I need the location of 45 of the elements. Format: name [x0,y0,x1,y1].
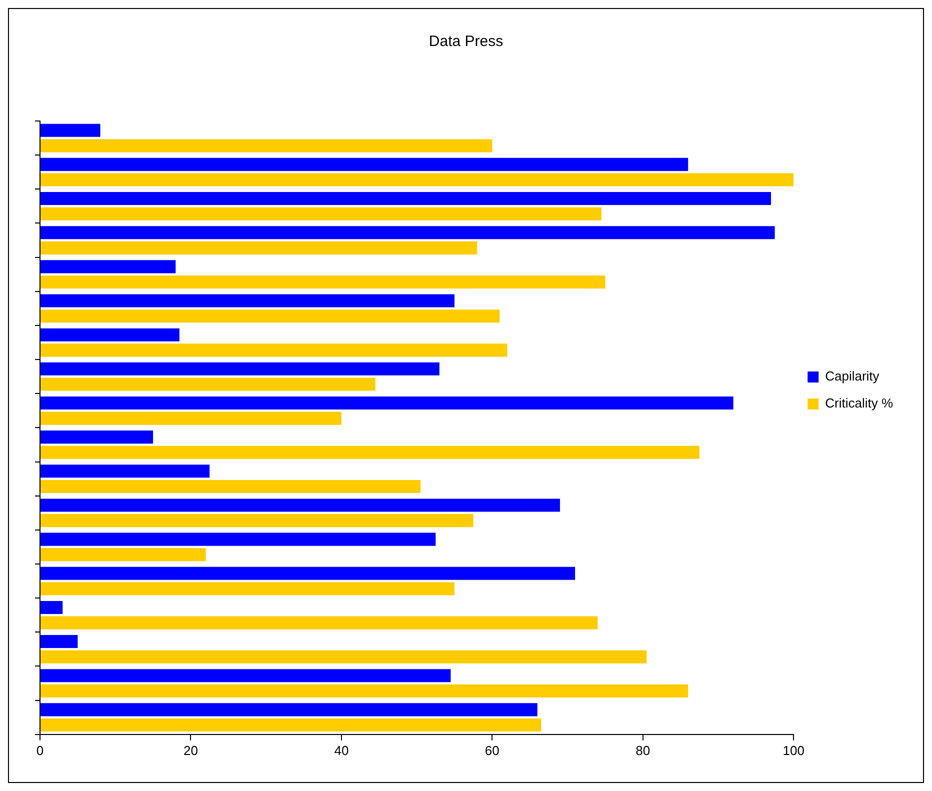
bar [40,328,180,342]
bar [40,498,560,512]
bar [40,412,342,425]
bar [40,158,688,171]
x-tick-label: 20 [183,742,198,758]
bar [40,514,474,528]
bar [40,378,376,391]
bar [40,582,454,596]
bar [40,362,440,376]
bar [40,430,154,444]
bar [40,616,598,630]
bar [40,124,100,137]
bar [40,396,734,410]
bar [40,446,700,459]
bar [40,650,647,664]
legend-label: Capilarity [825,368,880,384]
bar [40,226,775,240]
bar [40,260,176,274]
bar [40,192,771,206]
bar [40,241,478,254]
bar [40,276,606,289]
x-tick-label: 60 [484,742,500,758]
bar [40,684,688,698]
bar [40,635,78,648]
x-tick-label: 0 [36,742,44,758]
x-tick-label: 40 [334,742,349,758]
bar [40,480,421,493]
bar [40,464,210,478]
x-tick-label: 100 [782,742,804,758]
bar [40,532,436,546]
bar [40,207,602,220]
bar [40,344,508,357]
bar [40,139,492,152]
bar [40,718,542,732]
bar [40,294,454,308]
chart-title: Data Press [428,33,504,50]
bar [40,173,794,186]
legend-label: Criticality % [825,396,894,411]
bar [40,310,500,323]
bar [40,669,451,682]
bar [40,566,576,580]
bar [40,548,206,562]
bar [40,703,538,716]
bar [40,600,63,614]
x-tick-label: 80 [636,742,650,758]
